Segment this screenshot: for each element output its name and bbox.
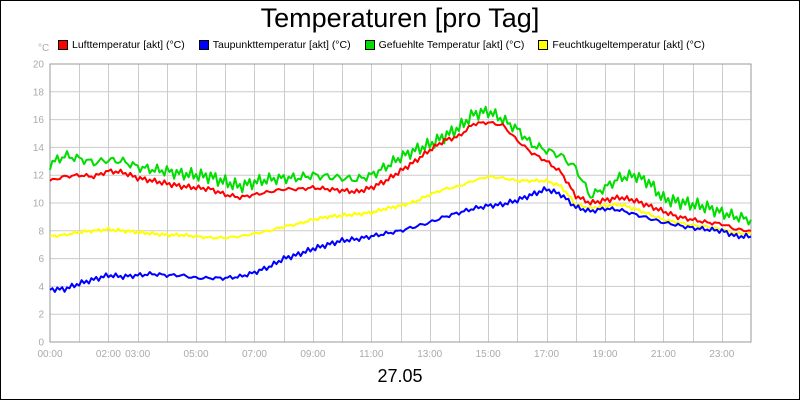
legend-swatch-feuchtkugeltemperatur — [538, 40, 549, 50]
y-tick-label: 10 — [33, 199, 45, 210]
y-tick-label: 14 — [33, 143, 45, 154]
series-line-gefuehlte-temperatur — [49, 105, 752, 226]
y-axis-unit-label: °C — [38, 43, 50, 54]
x-tick-label: 11:00 — [359, 349, 384, 360]
legend-item-lufttemperatur: Lufttemperatur [akt] (°C) — [58, 38, 185, 52]
legend-item-feuchtkugeltemperatur: Feuchtkugeltemperatur [akt] (°C) — [538, 38, 705, 52]
y-tick-label: 12 — [33, 171, 45, 182]
x-tick-label: 07:00 — [242, 349, 267, 360]
x-tick-label: 21:00 — [651, 349, 676, 360]
chart-legend: Lufttemperatur [akt] (°C) Taupunkttemper… — [58, 38, 719, 52]
legend-swatch-gefuehlte-temperatur — [364, 40, 375, 50]
legend-swatch-taupunkttemperatur — [198, 40, 209, 50]
plot-border — [49, 63, 752, 343]
legend-label-taupunkttemperatur: Taupunkttemperatur [akt] (°C) — [212, 39, 351, 51]
legend-item-gefuehlte-temperatur: Gefuehlte Temperatur [akt] (°C) — [364, 38, 525, 52]
legend-swatch-lufttemperatur — [58, 40, 68, 50]
x-tick-label: 03:00 — [125, 349, 150, 360]
series-line-taupunkttemperatur — [49, 186, 752, 293]
x-tick-label: 13:00 — [417, 349, 442, 360]
x-tick-label: 09:00 — [300, 349, 325, 360]
y-tick-label: 6 — [38, 254, 44, 265]
y-tick-label: 2 — [38, 310, 44, 321]
y-tick-label: 0 — [38, 338, 44, 349]
x-tick-label: 23:00 — [709, 349, 734, 360]
x-tick-label: 05:00 — [184, 349, 209, 360]
legend-label-lufttemperatur: Lufttemperatur [akt] (°C) — [72, 39, 185, 51]
x-tick-label: 02:00 — [96, 349, 121, 360]
legend-label-feuchtkugeltemperatur: Feuchtkugeltemperatur [akt] (°C) — [552, 39, 705, 51]
x-tick-label: 19:00 — [592, 349, 617, 360]
series-line-lufttemperatur — [49, 121, 752, 233]
y-tick-label: 16 — [33, 115, 45, 126]
x-tick-label: 00:00 — [37, 349, 62, 360]
y-tick-label: 18 — [33, 87, 45, 98]
x-axis-date-label: 27.05 — [377, 366, 423, 386]
y-tick-label: 20 — [33, 60, 45, 71]
chart-title: Temperaturen [pro Tag] — [260, 3, 540, 33]
axis-layer: 0 2 4 6 8 10 12 14 16 18 20 00:00 02:00 03:00 05:00 07:… — [33, 60, 752, 360]
y-tick-label: 8 — [38, 226, 44, 237]
series-line-feuchtkugeltemperatur — [49, 175, 752, 240]
x-tick-label: 17:00 — [534, 349, 559, 360]
legend-item-taupunkttemperatur: Taupunkttemperatur [akt] (°C) — [198, 38, 351, 52]
legend-label-gefuehlte-temperatur: Gefuehlte Temperatur [akt] (°C) — [378, 39, 525, 51]
series-layer — [49, 105, 752, 293]
y-tick-label: 4 — [38, 282, 44, 293]
x-tick-label: 15:00 — [476, 349, 501, 360]
